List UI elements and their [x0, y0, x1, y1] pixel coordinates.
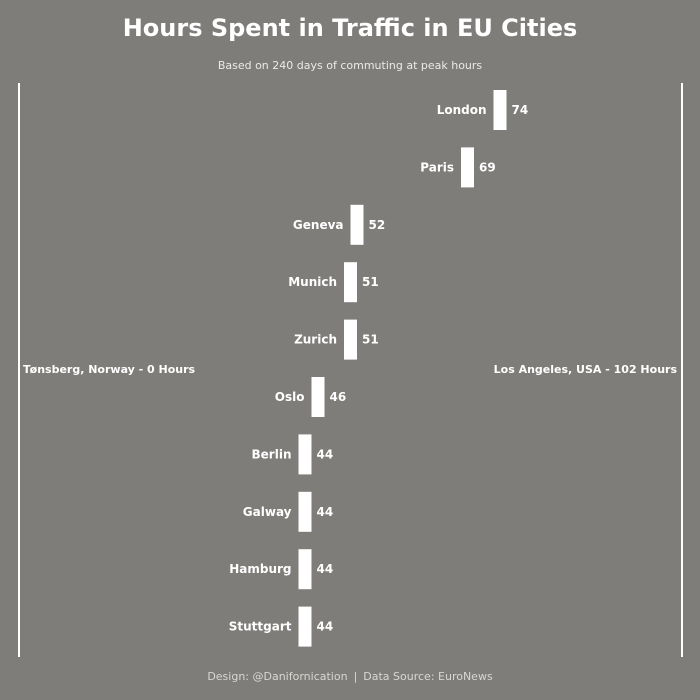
bar-stuttgart: [298, 606, 312, 647]
category-label-galway: Galway: [243, 505, 292, 519]
chart-title: Hours Spent in Traffic in EU Cities: [122, 14, 578, 42]
bar-berlin: [298, 434, 312, 475]
bar-oslo: [311, 377, 325, 417]
bar-galway: [298, 491, 312, 532]
value-label-oslo: 46: [330, 390, 347, 404]
category-label-berlin: Berlin: [252, 447, 292, 461]
category-label-london: London: [437, 103, 487, 117]
category-label-munich: Munich: [288, 275, 337, 289]
value-label-berlin: 44: [317, 447, 334, 461]
value-label-hamburg: 44: [317, 562, 334, 576]
value-label-stuttgart: 44: [317, 620, 334, 634]
value-label-london: 74: [512, 103, 529, 117]
bar-munich: [344, 262, 357, 303]
max-bound-label: Los Angeles, USA - 102 Hours: [494, 363, 678, 376]
category-label-geneva: Geneva: [293, 218, 344, 232]
value-label-munich: 51: [362, 275, 379, 289]
footer-separator: |: [353, 670, 358, 683]
chart-marks: London 74 Paris 69 Geneva 52 Munich 51 Zurich 51 O…: [229, 90, 528, 647]
value-label-zurich: 51: [362, 333, 379, 347]
category-label-zurich: Zurich: [294, 333, 337, 347]
bar-paris: [461, 147, 474, 188]
design-credit: Design: @Danifornication: [207, 670, 348, 683]
bar-zurich: [344, 319, 357, 360]
category-label-paris: Paris: [420, 160, 454, 174]
value-label-geneva: 52: [369, 218, 386, 232]
bar-geneva: [350, 204, 364, 245]
bar-london: [493, 90, 507, 130]
bar-hamburg: [298, 549, 312, 590]
min-bound-label: Tønsberg, Norway - 0 Hours: [23, 363, 196, 376]
category-label-oslo: Oslo: [275, 390, 305, 404]
category-label-hamburg: Hamburg: [229, 562, 291, 576]
category-label-stuttgart: Stuttgart: [229, 620, 292, 634]
chart-subtitle: Based on 240 days of commuting at peak h…: [217, 59, 483, 72]
value-label-paris: 69: [479, 160, 496, 174]
value-label-galway: 44: [317, 505, 334, 519]
chart-footer: Design: @Danifornication | Data Source: Eu…: [0, 670, 700, 683]
data-source: Data Source: EuroNews: [363, 670, 493, 683]
